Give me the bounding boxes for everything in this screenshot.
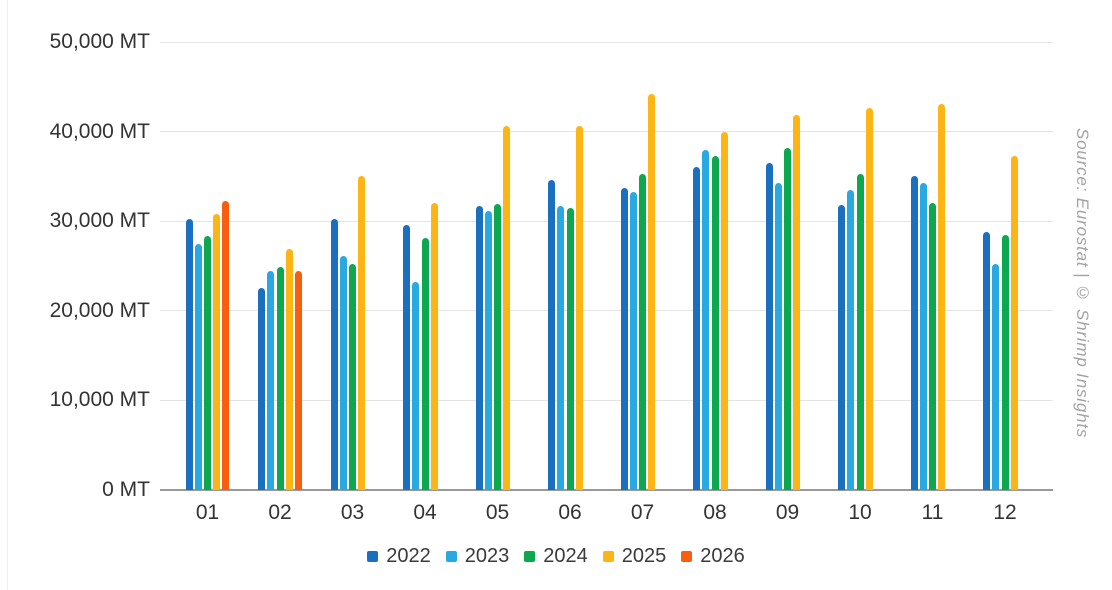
bar-2022-06[interactable]: [548, 179, 556, 490]
bar-2024-03[interactable]: [349, 264, 356, 490]
x-axis-label-06: 06: [558, 501, 582, 524]
x-axis-label-07: 07: [630, 501, 655, 524]
bar-2022-05[interactable]: [475, 205, 483, 490]
bar-2022-03[interactable]: [330, 219, 338, 490]
bar-2023-11[interactable]: [919, 182, 927, 490]
bar-2025-05[interactable]: [503, 126, 511, 490]
bar-2022-04[interactable]: [403, 224, 411, 490]
bar-2025-07[interactable]: [648, 93, 656, 490]
legend-item-2025[interactable]: 2025: [602, 545, 667, 567]
chart-legend: 2022 2023 2024 2025 2026: [0, 545, 1112, 567]
bar-2023-02[interactable]: [267, 271, 275, 490]
gridline: [160, 131, 1053, 133]
bar-2023-06[interactable]: [557, 205, 565, 490]
bar-2025-04[interactable]: [430, 203, 438, 490]
gridline: [160, 399, 1053, 401]
bar-2024-05[interactable]: [494, 204, 501, 490]
bar-2022-11[interactable]: [910, 176, 918, 490]
bar-2025-02[interactable]: [285, 248, 293, 490]
legend-swatch-2024: [524, 550, 536, 562]
bar-2023-03[interactable]: [339, 256, 347, 490]
legend-item-2026[interactable]: 2026: [681, 545, 745, 567]
bar-2025-12[interactable]: [1010, 155, 1018, 490]
bar-2026-02[interactable]: [294, 271, 302, 490]
legend-label: 2024: [543, 545, 588, 567]
x-axis-label-10: 10: [848, 501, 872, 524]
bar-2024-06[interactable]: [566, 207, 574, 490]
x-axis-label-05: 05: [485, 501, 510, 524]
bar-2024-08[interactable]: [711, 155, 719, 490]
bar-2023-12[interactable]: [992, 264, 1000, 490]
x-axis-label-03: 03: [340, 501, 365, 524]
y-axis-label: 0 MT: [102, 478, 150, 501]
bar-2024-07[interactable]: [639, 173, 646, 490]
bar-2023-01[interactable]: [194, 244, 202, 490]
bar-2025-09[interactable]: [793, 114, 801, 490]
legend-label: 2023: [464, 545, 510, 567]
bar-2025-06[interactable]: [575, 126, 583, 490]
bar-2022-12[interactable]: [983, 231, 991, 490]
legend-item-2024[interactable]: 2024: [524, 545, 588, 567]
legend-label: 2026: [700, 545, 745, 567]
gridline: [160, 310, 1053, 312]
x-axis-label-01: 01: [195, 501, 220, 524]
bar-2022-01[interactable]: [185, 219, 193, 490]
bar-2025-08[interactable]: [720, 131, 728, 490]
bar-2023-08[interactable]: [702, 149, 710, 490]
bar-2025-11[interactable]: [938, 103, 946, 490]
bar-2023-04[interactable]: [412, 282, 420, 490]
y-axis-label: 10,000 MT: [49, 388, 150, 412]
y-axis-label: 20,000 MT: [49, 298, 150, 322]
page-edge-line: [7, 0, 8, 590]
bar-2023-07[interactable]: [629, 191, 637, 490]
x-axis-label-08: 08: [703, 501, 727, 524]
bar-2022-10[interactable]: [838, 205, 846, 490]
legend-label: 2022: [386, 545, 431, 567]
source-watermark: Source: Eurostat | © Shrimp Insights: [1073, 128, 1092, 439]
x-axis-label-11: 11: [921, 501, 944, 524]
legend-swatch-2023: [445, 550, 457, 562]
legend-swatch-2026: [681, 550, 693, 562]
y-axis-label: 50,000 MT: [49, 30, 150, 53]
y-axis-label: 40,000 MT: [49, 119, 150, 143]
bar-2024-11[interactable]: [929, 203, 936, 490]
legend-swatch-2025: [602, 550, 614, 562]
legend-label: 2025: [621, 545, 667, 567]
bar-2022-08[interactable]: [693, 166, 701, 490]
gridline: [160, 220, 1053, 222]
y-axis-label: 30,000 MT: [49, 209, 150, 233]
x-axis-label-02: 02: [268, 501, 292, 524]
gridline: [160, 41, 1053, 43]
bar-2023-09[interactable]: [774, 182, 782, 490]
bar-2022-07[interactable]: [620, 188, 628, 490]
legend-item-2023[interactable]: 2023: [445, 545, 510, 567]
bar-2024-04[interactable]: [421, 238, 429, 490]
bar-2023-05[interactable]: [484, 211, 492, 490]
bar-2025-10[interactable]: [865, 108, 873, 490]
x-axis-label-12: 12: [993, 501, 1017, 524]
x-axis-label-04: 04: [413, 501, 437, 524]
legend-swatch-2022: [367, 550, 379, 562]
bar-2024-10[interactable]: [856, 173, 864, 490]
bar-2024-12[interactable]: [1001, 234, 1009, 490]
bar-2022-09[interactable]: [765, 162, 773, 490]
bar-2023-10[interactable]: [847, 189, 855, 490]
bar-2025-03[interactable]: [358, 175, 366, 490]
x-axis-baseline: [160, 489, 1053, 491]
bar-2024-02[interactable]: [276, 266, 284, 490]
x-axis-label-09: 09: [775, 501, 800, 524]
bar-2024-01[interactable]: [204, 236, 211, 490]
bar-2025-01[interactable]: [213, 214, 221, 490]
bar-2022-02[interactable]: [258, 287, 266, 490]
bar-2026-01[interactable]: [222, 201, 230, 490]
bar-2024-09[interactable]: [784, 147, 791, 490]
legend-item-2022[interactable]: 2022: [367, 545, 431, 567]
